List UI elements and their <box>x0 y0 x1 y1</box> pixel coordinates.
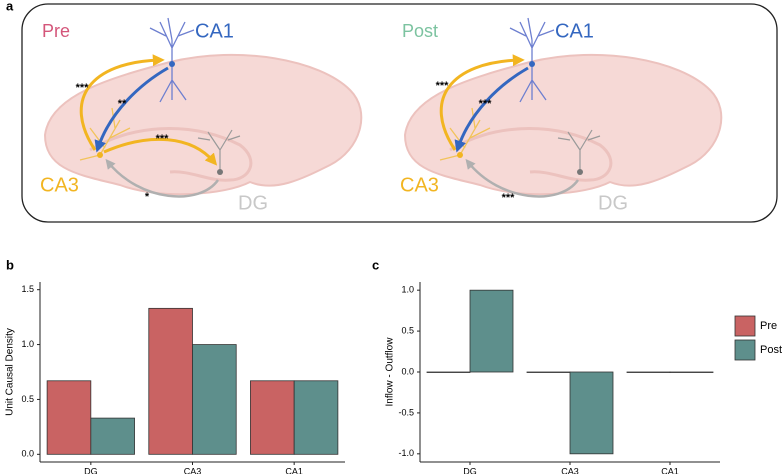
soma <box>577 169 583 175</box>
soma <box>529 61 535 67</box>
significance: ** <box>118 98 127 110</box>
bar <box>426 371 471 373</box>
x-tick-label: DG <box>463 466 477 474</box>
hippocampus-fold <box>89 127 253 182</box>
hippocampus <box>43 53 363 196</box>
x-tick-label: CA1 <box>661 466 679 474</box>
y-axis-title: Unit Causal Density <box>5 328 16 416</box>
panel-label: a <box>6 0 14 13</box>
significance: *** <box>76 82 90 94</box>
legend-swatch <box>734 339 756 361</box>
significance: *** <box>156 133 170 145</box>
region-label: DG <box>238 192 268 214</box>
region-label: CA1 <box>555 20 594 42</box>
region-label: DG <box>598 192 628 214</box>
y-tick-label: 0.0 <box>401 366 414 376</box>
region-label: CA3 <box>40 174 79 196</box>
arrow <box>454 66 529 153</box>
y-tick-label: 1.0 <box>401 285 414 295</box>
y-tick-label: 0.0 <box>21 449 34 459</box>
legend-label: Post <box>760 344 782 356</box>
arrow <box>105 158 220 198</box>
region-label: CA3 <box>400 174 439 196</box>
significance: *** <box>436 80 450 92</box>
y-tick-label: 0.5 <box>21 394 34 404</box>
bar <box>90 417 135 455</box>
significance: * <box>145 191 150 203</box>
neuron <box>509 17 555 103</box>
panel-label: b <box>6 257 14 272</box>
soma <box>97 152 103 158</box>
x-tick-label: DG <box>84 466 98 474</box>
y-tick-label: 1.5 <box>21 284 34 294</box>
y-tick-label: 0.5 <box>401 325 414 335</box>
bar <box>46 380 92 455</box>
condition-label: Post <box>402 21 438 41</box>
soma <box>169 61 175 67</box>
bar <box>250 380 295 455</box>
legend-swatch <box>734 315 756 337</box>
soma <box>457 152 463 158</box>
x-tick-label: CA3 <box>561 466 579 474</box>
x-tick-label: CA1 <box>285 466 303 474</box>
y-tick-label: 1.0 <box>21 339 34 349</box>
bar <box>148 307 193 455</box>
arrow <box>103 137 218 166</box>
bar <box>469 289 514 373</box>
arrow <box>439 54 525 151</box>
bar <box>569 371 614 455</box>
legend-label: Pre <box>760 320 777 332</box>
y-tick-label: -1.0 <box>398 448 414 458</box>
arrow <box>94 66 169 153</box>
hippocampus-fold <box>449 127 613 182</box>
bar <box>526 371 571 373</box>
diagram: Post CA1 CA3 DG *** *** *** <box>400 17 723 214</box>
y-tick-label: -0.5 <box>398 407 414 417</box>
arrow <box>79 54 165 151</box>
neuron <box>149 17 195 103</box>
bar <box>293 380 339 455</box>
hippocampus <box>403 53 723 196</box>
condition-label: Pre <box>42 21 70 41</box>
bar <box>192 344 237 455</box>
bar <box>669 371 714 373</box>
region-label: CA1 <box>195 20 234 42</box>
arrow <box>465 158 580 198</box>
x-tick-label: CA3 <box>184 466 202 474</box>
neuron <box>557 129 601 172</box>
neuron <box>197 129 241 172</box>
panel-label: c <box>372 257 379 272</box>
significance: *** <box>502 192 516 204</box>
significance: *** <box>479 98 493 110</box>
bar <box>626 371 671 373</box>
y-axis-title: Inflow - Outflow <box>385 337 396 407</box>
soma <box>217 169 223 175</box>
